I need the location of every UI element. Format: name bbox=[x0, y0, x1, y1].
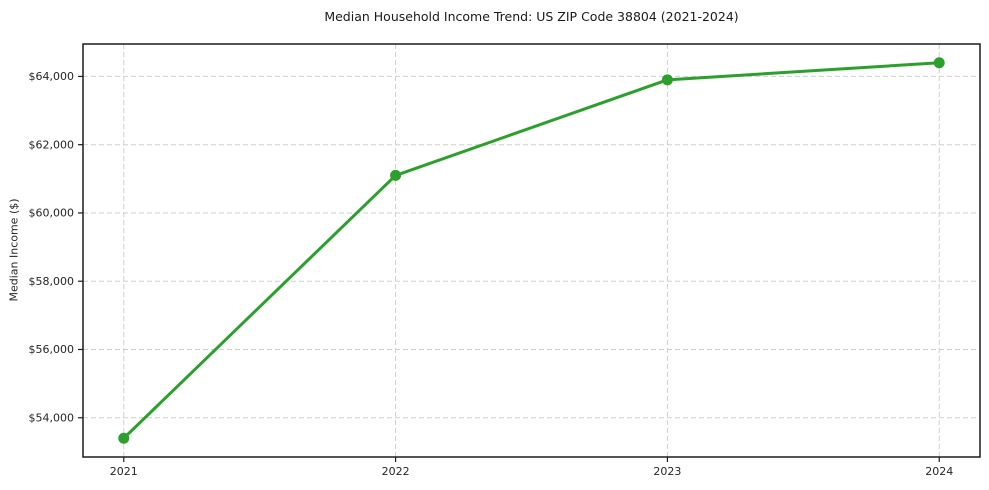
y-tick-label: $58,000 bbox=[29, 275, 75, 288]
y-tick-label: $60,000 bbox=[29, 207, 75, 220]
data-point-marker bbox=[661, 74, 673, 86]
chart-title: Median Household Income Trend: US ZIP Co… bbox=[324, 9, 739, 24]
y-tick-label: $64,000 bbox=[29, 70, 75, 83]
line-series bbox=[122, 61, 941, 440]
gridlines bbox=[83, 44, 980, 457]
x-tick-label: 2023 bbox=[653, 465, 681, 478]
plot-border bbox=[82, 43, 981, 458]
data-point-marker bbox=[118, 432, 130, 444]
y-tick-label: $62,000 bbox=[29, 138, 75, 151]
x-tick-label: 2021 bbox=[110, 465, 138, 478]
x-tick-label: 2022 bbox=[382, 465, 410, 478]
axis-ticks bbox=[78, 75, 940, 462]
y-tick-label: $56,000 bbox=[29, 343, 75, 356]
y-tick-label: $54,000 bbox=[29, 411, 75, 424]
tick-labels: $54,000 $56,000 $58,000 $60,000 $62,000 $64,0… bbox=[29, 70, 954, 478]
data-point-marker bbox=[933, 57, 945, 69]
y-axis-label: Median Income ($) bbox=[7, 198, 21, 302]
data-point-marker bbox=[390, 169, 402, 181]
x-tick-label: 2024 bbox=[925, 465, 953, 478]
